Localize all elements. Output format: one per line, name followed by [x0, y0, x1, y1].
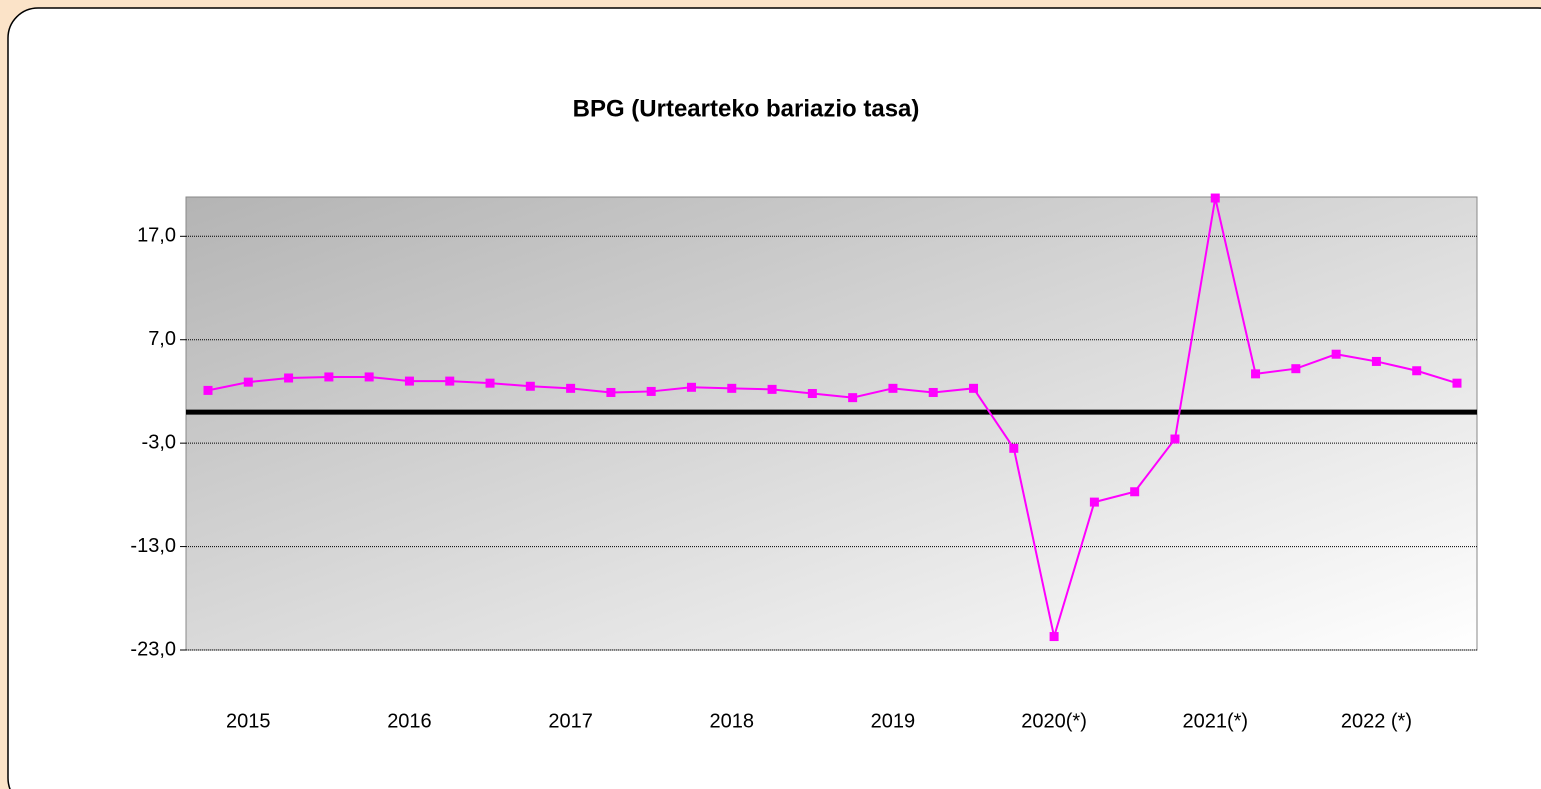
data-point	[284, 373, 294, 383]
data-point	[888, 383, 898, 393]
data-point	[686, 382, 696, 392]
data-point	[727, 383, 737, 393]
y-tick-label: -23,0	[130, 638, 176, 660]
data-point	[566, 383, 576, 393]
x-tick-label: 2022 (*)	[1341, 710, 1412, 732]
data-point	[364, 372, 374, 382]
x-tick-label: 2016	[387, 710, 432, 732]
data-point	[767, 384, 777, 394]
data-point	[807, 389, 817, 399]
series-line	[207, 197, 1458, 637]
data-point	[485, 378, 495, 388]
data-point	[1452, 378, 1462, 388]
y-tick-label: 7,0	[148, 328, 176, 350]
data-point	[203, 385, 213, 395]
data-point	[1170, 434, 1180, 444]
data-point	[928, 387, 938, 397]
data-point	[646, 386, 656, 396]
y-tick-label: -3,0	[142, 431, 176, 453]
data-point	[1130, 487, 1140, 497]
data-point	[525, 381, 535, 391]
chart-title: BPG (Urtearteko bariazio tasa)	[573, 95, 920, 122]
y-tick-label: 17,0	[137, 225, 176, 247]
data-point	[1049, 632, 1059, 642]
x-tick-label: 2017	[548, 710, 593, 732]
data-point	[404, 376, 414, 386]
x-tick-label: 2019	[871, 710, 916, 732]
data-point	[1210, 193, 1220, 203]
data-point	[1089, 497, 1099, 507]
data-point	[243, 377, 253, 387]
y-tick-label: -13,0	[130, 535, 176, 557]
x-tick-label: 2020(*)	[1021, 710, 1087, 732]
data-point	[1291, 364, 1301, 374]
x-tick-label: 2015	[226, 710, 271, 732]
x-tick-label: 2018	[710, 710, 755, 732]
plot-area	[185, 196, 1478, 651]
data-point	[1009, 443, 1019, 453]
data-point	[606, 387, 616, 397]
data-point	[324, 372, 334, 382]
data-point	[848, 393, 858, 403]
data-point	[445, 376, 455, 386]
data-point	[1412, 366, 1422, 376]
x-tick-label: 2021(*)	[1182, 710, 1248, 732]
data-point	[1251, 369, 1261, 379]
data-point	[1371, 356, 1381, 366]
data-point	[1331, 349, 1341, 359]
data-point	[969, 383, 979, 393]
